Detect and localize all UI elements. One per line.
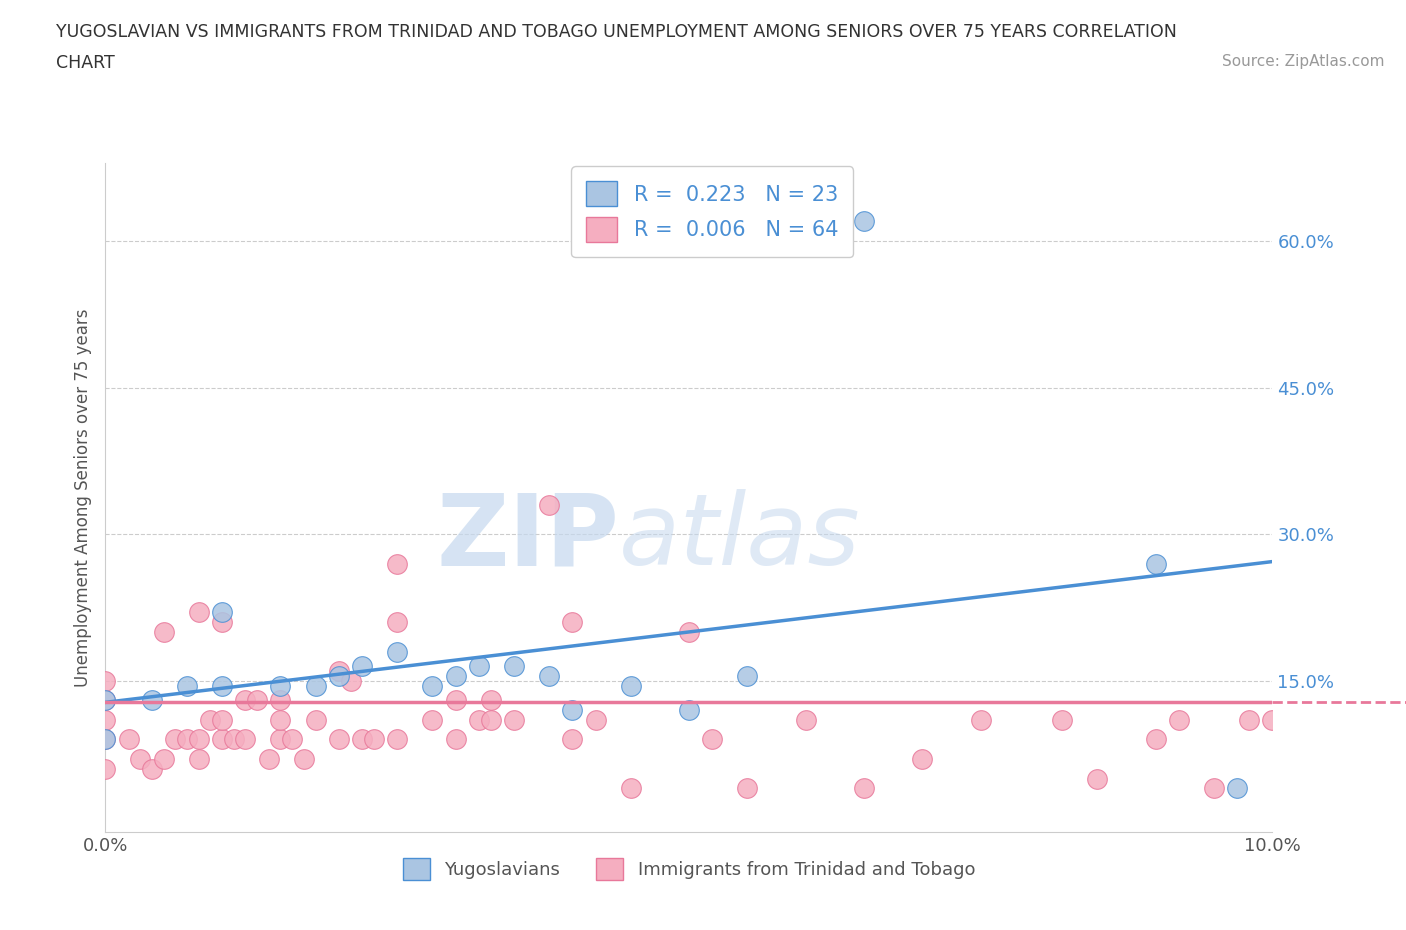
Point	[235, 693, 257, 708]
Point	[444, 732, 467, 747]
Point	[235, 732, 257, 747]
Point	[619, 678, 641, 693]
Point	[152, 625, 174, 640]
Point	[352, 658, 374, 673]
Point	[187, 732, 209, 747]
Point	[328, 732, 350, 747]
Point	[619, 781, 641, 796]
Point	[94, 762, 117, 777]
Point	[385, 644, 408, 659]
Point	[211, 678, 233, 693]
Point	[94, 732, 117, 747]
Point	[737, 781, 759, 796]
Point	[561, 703, 583, 718]
Point	[176, 732, 198, 747]
Point	[502, 658, 524, 673]
Point	[118, 732, 141, 747]
Point	[129, 751, 152, 766]
Point	[363, 732, 385, 747]
Point	[257, 751, 280, 766]
Point	[94, 693, 117, 708]
Point	[292, 751, 315, 766]
Point	[585, 712, 607, 727]
Point	[200, 712, 222, 727]
Point	[444, 693, 467, 708]
Point	[187, 605, 209, 620]
Point	[176, 678, 198, 693]
Point	[1226, 781, 1249, 796]
Point	[385, 615, 408, 630]
Point	[211, 615, 233, 630]
Point	[94, 712, 117, 727]
Point	[852, 781, 875, 796]
Point	[222, 732, 245, 747]
Point	[737, 669, 759, 684]
Point	[269, 732, 292, 747]
Point	[1052, 712, 1074, 727]
Point	[1144, 556, 1167, 571]
Point	[468, 712, 491, 727]
Point	[269, 712, 292, 727]
Point	[678, 625, 700, 640]
Point	[304, 678, 326, 693]
Point	[468, 658, 491, 673]
Point	[211, 712, 233, 727]
Point	[1261, 712, 1284, 727]
Point	[304, 712, 326, 727]
Point	[1144, 732, 1167, 747]
Point	[352, 732, 374, 747]
Point	[794, 712, 817, 727]
Point	[911, 751, 934, 766]
Point	[246, 693, 269, 708]
Point	[420, 712, 443, 727]
Text: YUGOSLAVIAN VS IMMIGRANTS FROM TRINIDAD AND TOBAGO UNEMPLOYMENT AMONG SENIORS OV: YUGOSLAVIAN VS IMMIGRANTS FROM TRINIDAD …	[56, 23, 1177, 41]
Point	[328, 664, 350, 679]
Point	[561, 732, 583, 747]
Point	[187, 751, 209, 766]
Point	[479, 712, 502, 727]
Text: atlas: atlas	[619, 489, 860, 586]
Text: CHART: CHART	[56, 54, 115, 72]
Point	[339, 673, 361, 688]
Point	[1168, 712, 1191, 727]
Point	[211, 605, 233, 620]
Point	[1237, 712, 1260, 727]
Point	[444, 669, 467, 684]
Point	[537, 669, 560, 684]
Point	[269, 693, 292, 708]
Point	[502, 712, 524, 727]
Point	[385, 556, 408, 571]
Point	[94, 673, 117, 688]
Point	[94, 693, 117, 708]
Point	[281, 732, 304, 747]
Point	[702, 732, 724, 747]
Point	[328, 669, 350, 684]
Point	[678, 703, 700, 718]
Point	[479, 693, 502, 708]
Legend: Yugoslavians, Immigrants from Trinidad and Tobago: Yugoslavians, Immigrants from Trinidad a…	[395, 850, 983, 887]
Point	[537, 498, 560, 512]
Point	[1085, 771, 1108, 786]
Point	[969, 712, 991, 727]
Point	[852, 214, 875, 229]
Point	[269, 678, 292, 693]
Point	[211, 732, 233, 747]
Point	[152, 751, 174, 766]
Point	[561, 615, 583, 630]
Text: ZIP: ZIP	[436, 489, 619, 586]
Text: Source: ZipAtlas.com: Source: ZipAtlas.com	[1222, 54, 1385, 69]
Point	[141, 693, 163, 708]
Point	[165, 732, 187, 747]
Point	[385, 732, 408, 747]
Y-axis label: Unemployment Among Seniors over 75 years: Unemployment Among Seniors over 75 years	[73, 309, 91, 686]
Point	[1202, 781, 1225, 796]
Point	[420, 678, 443, 693]
Point	[94, 732, 117, 747]
Point	[141, 762, 163, 777]
